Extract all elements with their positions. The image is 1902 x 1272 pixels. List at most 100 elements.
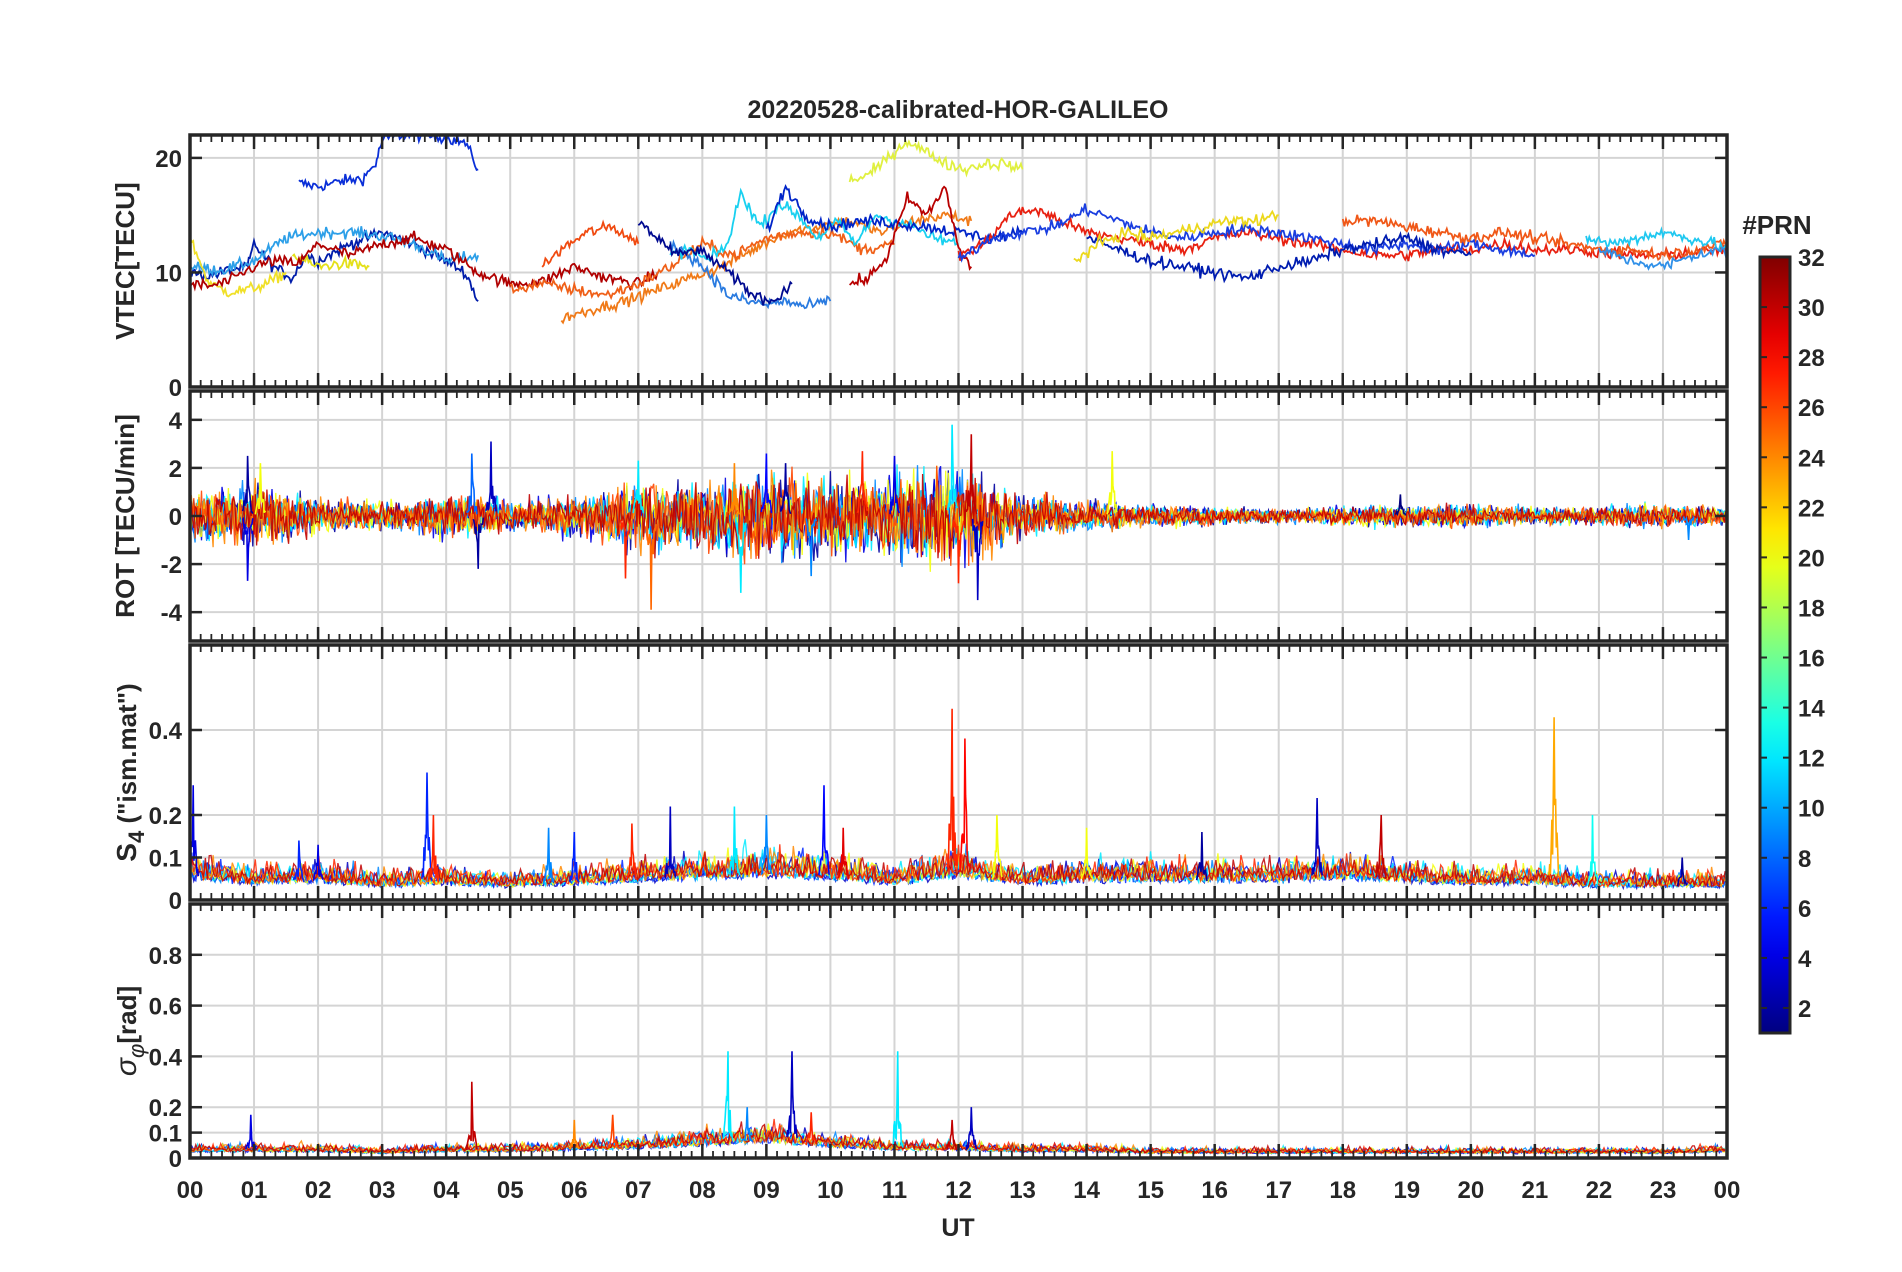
colorbar-tick-label: 28 <box>1798 345 1825 372</box>
plot-area <box>190 424 1727 610</box>
data-spike-prn-30 <box>946 1119 958 1150</box>
colorbar-tick-label: 20 <box>1798 545 1825 572</box>
data-spike-prn-20 <box>254 463 267 515</box>
data-spike-prn-9 <box>760 814 773 876</box>
grid-lines <box>190 904 1727 1158</box>
data-spike-prn-12 <box>722 1051 734 1141</box>
data-spike-prn-27 <box>626 823 638 882</box>
colorbar-tick-label: 24 <box>1798 445 1825 472</box>
colorbar-tick-label: 4 <box>1798 946 1812 973</box>
y-axis-label: S4 ("ism.mat") <box>111 683 149 861</box>
y-axis-label: VTEC[TECU] <box>110 182 140 339</box>
y-tick-label: 0.8 <box>149 943 182 970</box>
y-tick-label: -4 <box>161 600 183 627</box>
data-spike-prn-27 <box>946 708 958 870</box>
series-line-prn-19 <box>291 253 370 272</box>
series-line-prn-25 <box>1341 214 1727 262</box>
data-spike-prn-9 <box>1682 516 1695 541</box>
series-line-prn-12 <box>669 187 959 263</box>
x-tick-label: 03 <box>369 1177 396 1204</box>
data-spike-prn-20 <box>991 814 1003 880</box>
axes-frame <box>188 133 1729 389</box>
data-spike-prn-6 <box>292 840 305 883</box>
data-spike-prn-9 <box>741 1107 753 1142</box>
data-spike-prn-4 <box>312 844 324 882</box>
data-spike-prn-27 <box>427 814 440 883</box>
series-line-prn-9 <box>190 225 480 278</box>
y-tick-label: -2 <box>161 552 182 579</box>
data-spike-prn-3 <box>664 806 677 879</box>
x-tick-label: 05 <box>497 1177 524 1204</box>
data-spike-prn-9 <box>805 517 818 577</box>
chart-title: 20220528-calibrated-HOR-GALILEO <box>748 96 1169 124</box>
data-spike-prn-23 <box>1548 717 1560 877</box>
series-line-prn-12 <box>1585 226 1727 252</box>
x-tick-label: 14 <box>1073 1177 1100 1204</box>
x-tick-label: 10 <box>817 1177 844 1204</box>
x-tick-label: 15 <box>1137 1177 1164 1204</box>
x-tick-label: 09 <box>753 1177 780 1204</box>
data-spike-prn-4 <box>190 785 200 877</box>
y-tick-label: 0 <box>169 888 182 915</box>
colorbar-title: #PRN <box>1742 210 1811 240</box>
y-tick-label: 10 <box>155 260 182 287</box>
series-line-prn-2 <box>1086 231 1472 284</box>
data-spike-prn-12 <box>946 424 958 511</box>
data-spike-prn-4 <box>889 455 901 515</box>
colorbar-tick-label: 32 <box>1798 245 1825 272</box>
panel-sigma-phi: 00.10.2 0.4 0.6 0.8σφ[rad] <box>110 902 1729 1173</box>
y-tick-label: 0.6 <box>149 994 182 1021</box>
data-spike-prn-20 <box>1106 451 1118 515</box>
y-tick-label: 0.1 <box>149 1121 182 1148</box>
colorbar-tick-label: 22 <box>1798 495 1825 522</box>
y-tick-label: 4 <box>169 408 183 435</box>
y-axis-label: σφ[rad] <box>110 986 149 1076</box>
y-tick-label: 0.2 <box>149 1095 182 1122</box>
axes-frame <box>188 389 1729 643</box>
y-tick-label: 0.4 <box>149 1044 183 1071</box>
x-tick-label: 18 <box>1329 1177 1356 1204</box>
panel-s4: 0 0.1 0.2 0.4S4 ("ism.mat") <box>111 643 1729 915</box>
data-spike-prn-9 <box>542 827 555 884</box>
y-tick-label: 0 <box>169 375 182 402</box>
axes-frame <box>188 643 1729 902</box>
y-tick-label: 2 <box>169 456 182 483</box>
data-spike-prn-6 <box>421 772 433 881</box>
colorbar-tick-label: 16 <box>1798 646 1825 673</box>
axes-frame <box>188 902 1729 1160</box>
data-spike-prn-2 <box>779 463 792 515</box>
data-spike-prn-8 <box>465 453 478 515</box>
data-spike-prn-27 <box>856 451 869 514</box>
data-spike-prn-2 <box>1195 831 1208 882</box>
data-spike-prn-27 <box>805 1112 817 1146</box>
x-tick-label: 06 <box>561 1177 588 1204</box>
series-line-prn-30 <box>190 230 659 292</box>
colorbar-tick-label: 10 <box>1798 796 1825 823</box>
y-tick-label: 0.2 <box>149 803 182 830</box>
panel-rot: -4 -2 0 2 4 ROT [TECU/min] <box>110 389 1729 643</box>
series-line-prn-21 <box>190 236 287 298</box>
x-axis-label: UT <box>941 1214 974 1242</box>
series-line-prn-30 <box>190 472 1727 561</box>
x-tick-label: 21 <box>1522 1177 1549 1204</box>
grid-lines <box>190 135 1727 387</box>
colorbar-tick-label: 26 <box>1798 395 1825 422</box>
series-line-prn-3 <box>298 135 479 192</box>
data-spike-prn-28 <box>959 738 971 873</box>
data-spike-prn-20 <box>1080 827 1093 880</box>
data-spike-prn-24 <box>568 1119 581 1150</box>
plot-area <box>190 135 1727 325</box>
x-tick-label: 20 <box>1457 1177 1484 1204</box>
x-tick-label: 13 <box>1009 1177 1036 1204</box>
y-tick-label: 0.1 <box>149 846 182 873</box>
plot-area <box>190 708 1726 891</box>
series-line-prn-1 <box>637 220 793 306</box>
data-spike-prn-30 <box>1375 814 1387 880</box>
series-line-prn-30 <box>190 852 1726 889</box>
data-spike-prn-30 <box>965 434 978 515</box>
colorbar-tick-label: 12 <box>1798 746 1825 773</box>
data-spike-prn-26 <box>607 1114 619 1149</box>
y-tick-label: 0.4 <box>149 718 183 745</box>
data-spike-prn-12 <box>632 460 645 514</box>
